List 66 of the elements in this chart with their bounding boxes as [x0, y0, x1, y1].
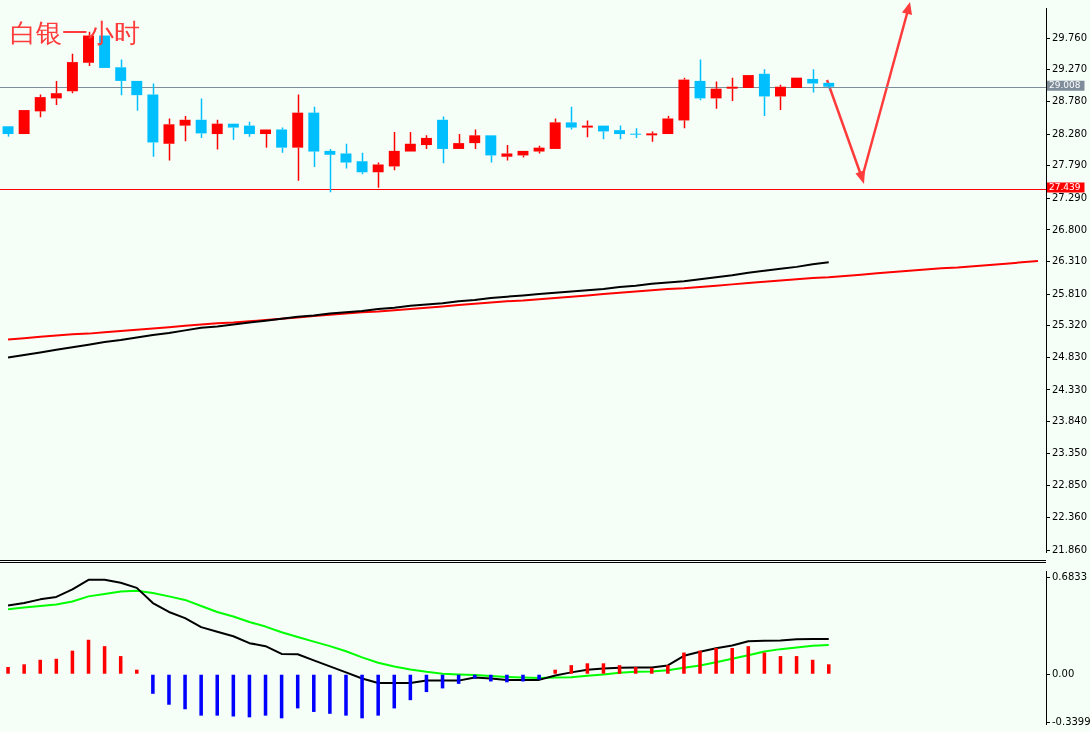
y-tick-label: 0.00 [1052, 667, 1075, 679]
bar [537, 674, 541, 680]
bar [344, 674, 348, 716]
candlestick [195, 97, 207, 139]
y-tick-label: 23.350 [1052, 447, 1087, 459]
bar [135, 669, 139, 674]
candlestick [179, 115, 191, 142]
bar [714, 648, 718, 674]
y-tick-label: 26.310 [1052, 255, 1087, 267]
bar [199, 674, 203, 716]
ref-line-label: 29.008 [1049, 80, 1081, 91]
bar [151, 674, 155, 694]
y-tick-label: 23.840 [1052, 415, 1087, 427]
y-tick-label: 26.800 [1052, 223, 1087, 235]
bar [489, 674, 493, 682]
bar [569, 665, 574, 674]
bar [505, 674, 509, 683]
y-tick-label: -0.3399 [1052, 716, 1090, 728]
bar [649, 667, 654, 674]
y-tick-label: 29.270 [1052, 63, 1087, 75]
candlestick [388, 131, 400, 172]
bar [392, 674, 397, 709]
bar [183, 674, 187, 710]
y-tick-label: 25.320 [1052, 319, 1087, 331]
candlestick [147, 82, 159, 158]
y-tick-label: 27.290 [1052, 191, 1087, 203]
candlestick [211, 119, 223, 151]
y-tick-label: 21.860 [1052, 543, 1087, 555]
candlestick [18, 110, 30, 135]
y-tick-label: 27.790 [1052, 159, 1087, 171]
y-tick-label: 29.760 [1052, 31, 1087, 43]
bar [730, 648, 734, 674]
candlestick [791, 77, 803, 89]
bar [617, 665, 622, 674]
bar [553, 669, 557, 674]
candlestick [115, 58, 127, 96]
y-tick-label: 22.360 [1052, 511, 1087, 523]
bar [521, 674, 525, 682]
bar [826, 664, 831, 674]
bar [328, 674, 332, 714]
bar [360, 674, 364, 719]
candlestick [163, 117, 175, 162]
y-tick-label: 24.330 [1052, 383, 1087, 395]
bar [22, 664, 26, 674]
bar [376, 674, 380, 716]
candlestick [308, 106, 320, 168]
bar [666, 665, 670, 674]
candlestick [292, 93, 304, 182]
candlestick [50, 80, 62, 106]
bar [682, 652, 686, 674]
candlestick [324, 148, 336, 194]
bar [38, 659, 42, 674]
y-tick-label: 24.830 [1052, 351, 1087, 363]
y-tick-label: 28.780 [1052, 95, 1087, 107]
y-tick-label: 0.6833 [1052, 570, 1087, 582]
bar [215, 674, 220, 716]
candlestick [758, 68, 770, 117]
y-tick-label: 28.280 [1052, 127, 1087, 139]
bar [6, 667, 10, 674]
y-tick-label: 25.810 [1052, 287, 1087, 299]
bar [312, 674, 316, 712]
candlestick [726, 76, 738, 102]
y-tick-label: 22.850 [1052, 479, 1087, 491]
ref-line-label: 27.439 [1049, 181, 1081, 192]
bar [698, 650, 702, 674]
bar [167, 674, 171, 705]
